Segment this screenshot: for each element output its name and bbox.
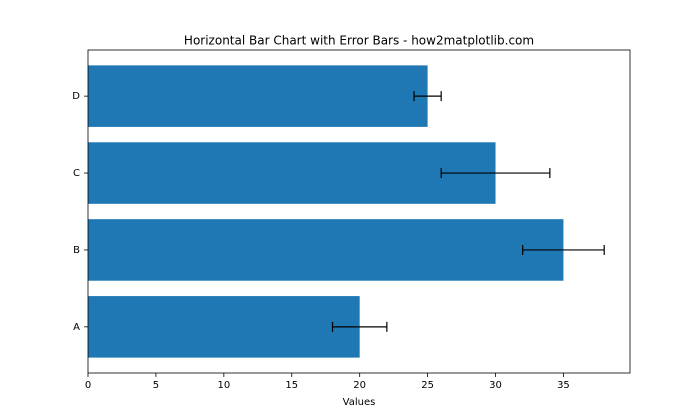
y-tick-label: C — [73, 168, 80, 179]
bar — [88, 65, 428, 127]
error-bar — [331, 321, 388, 332]
error-bar — [440, 168, 551, 179]
bar — [88, 142, 496, 204]
x-tick-label: 5 — [153, 380, 159, 391]
x-axis-label: Values — [343, 397, 376, 408]
chart-title: Horizontal Bar Chart with Error Bars - h… — [184, 34, 534, 48]
y-tick-label: A — [73, 322, 80, 333]
x-tick-label: 10 — [217, 380, 230, 391]
bar — [88, 219, 564, 281]
error-bar — [522, 244, 605, 255]
x-tick-label: 15 — [285, 380, 298, 391]
y-tick-label: B — [73, 245, 80, 256]
x-tick-label: 25 — [421, 380, 434, 391]
x-tick-label: 0 — [85, 380, 91, 391]
x-tick-label: 35 — [557, 380, 570, 391]
x-tick-label: 30 — [489, 380, 502, 391]
error-bar — [413, 91, 442, 102]
y-tick-label: D — [72, 91, 80, 102]
plot-frame — [87, 49, 631, 374]
bar — [88, 296, 360, 358]
x-tick-label: 20 — [353, 380, 366, 391]
